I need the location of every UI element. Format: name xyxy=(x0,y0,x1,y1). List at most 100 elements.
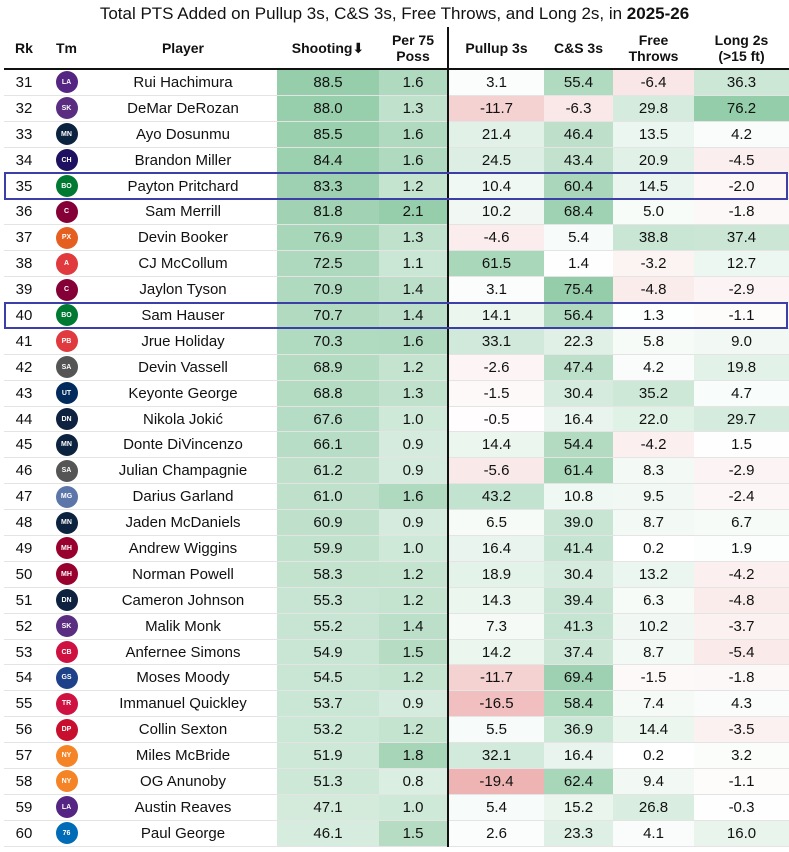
team-logo-icon: LA xyxy=(55,71,78,94)
cell-cs3: 5.4 xyxy=(544,224,613,252)
cell-ft: 6.3 xyxy=(613,587,694,614)
cell-cs3: 55.4 xyxy=(544,69,613,96)
cell-cs3: 23.3 xyxy=(544,820,613,847)
table-row: 40 BO Sam Hauser 70.7 1.4 14.1 56.4 1.3 -1.1 xyxy=(4,302,789,329)
cell-per75: 1.2 xyxy=(379,561,449,588)
cell-ft: -4.2 xyxy=(613,431,694,459)
cell-shooting: 59.9 xyxy=(277,535,379,562)
cell-shooting: 70.9 xyxy=(277,276,379,304)
table-row: 31 LA Rui Hachimura 88.5 1.6 3.1 55.4 -6.4 36.3 xyxy=(4,69,789,96)
cell-long2: -3.5 xyxy=(694,716,789,744)
table-row: 58 NY OG Anunoby 51.3 0.8 -19.4 62.4 9.4 -1.1 xyxy=(4,768,789,795)
cell-rank: 45 xyxy=(4,431,44,459)
cell-team: TR xyxy=(44,690,89,718)
cell-shooting: 61.0 xyxy=(277,483,379,511)
cell-per75: 1.8 xyxy=(379,742,449,770)
table-row: 51 DN Cameron Johnson 55.3 1.2 14.3 39.4 6.3 -4.… xyxy=(4,587,789,614)
cell-pullup3: 7.3 xyxy=(448,613,544,640)
cell-player: Payton Pritchard xyxy=(89,173,277,200)
cell-player: Sam Hauser xyxy=(89,302,277,329)
cell-ft: -6.4 xyxy=(613,69,694,96)
cell-ft: 38.8 xyxy=(613,224,694,252)
cell-cs3: 56.4 xyxy=(544,302,613,329)
cell-rank: 37 xyxy=(4,224,44,252)
cell-per75: 1.3 xyxy=(379,380,449,407)
cell-rank: 58 xyxy=(4,768,44,795)
cell-long2: 16.0 xyxy=(694,820,789,847)
table-row: 56 DP Collin Sexton 53.2 1.2 5.5 36.9 14.4 -3.5 xyxy=(4,716,789,744)
cell-rank: 42 xyxy=(4,354,44,381)
cell-long2: 12.7 xyxy=(694,250,789,278)
cell-rank: 53 xyxy=(4,639,44,666)
cell-cs3: 75.4 xyxy=(544,276,613,304)
cell-shooting: 84.4 xyxy=(277,147,379,174)
cell-rank: 39 xyxy=(4,276,44,304)
table-row: 36 C Sam Merrill 81.8 2.1 10.2 68.4 5.0 -1.8 xyxy=(4,198,789,226)
team-logo-icon: C xyxy=(55,200,78,223)
cell-long2: 1.5 xyxy=(694,431,789,459)
cell-team: NY xyxy=(44,768,89,795)
cell-shooting: 68.8 xyxy=(277,380,379,407)
cell-per75: 1.1 xyxy=(379,250,449,278)
cell-pullup3: 5.5 xyxy=(448,716,544,744)
cell-per75: 1.3 xyxy=(379,224,449,252)
header-per75: Per 75 Poss xyxy=(379,27,449,70)
cell-ft: 10.2 xyxy=(613,613,694,640)
cell-player: Collin Sexton xyxy=(89,716,277,744)
table-row: 44 DN Nikola Jokić 67.6 1.0 -0.5 16.4 22.0 29.7 xyxy=(4,406,789,433)
team-logo-icon: UT xyxy=(55,382,78,405)
team-logo-icon: SA xyxy=(55,356,78,379)
cell-pullup3: -11.7 xyxy=(448,95,544,122)
cell-rank: 44 xyxy=(4,406,44,433)
cell-shooting: 60.9 xyxy=(277,509,379,537)
cell-per75: 0.8 xyxy=(379,768,449,795)
cell-shooting: 55.3 xyxy=(277,587,379,614)
table-row: 60 76 Paul George 46.1 1.5 2.6 23.3 4.1 16.0 xyxy=(4,820,789,847)
cell-shooting: 67.6 xyxy=(277,406,379,433)
cell-pullup3: 24.5 xyxy=(448,147,544,174)
cell-team: GS xyxy=(44,664,89,692)
cell-cs3: 60.4 xyxy=(544,173,613,200)
team-logo-icon: MN xyxy=(55,511,78,534)
cell-cs3: -6.3 xyxy=(544,95,613,122)
header-rk: Rk xyxy=(4,27,44,70)
cell-per75: 1.0 xyxy=(379,535,449,562)
cell-player: Anfernee Simons xyxy=(89,639,277,666)
table-row: 34 CH Brandon Miller 84.4 1.6 24.5 43.4 20.9 -4.… xyxy=(4,147,789,174)
cell-long2: 1.9 xyxy=(694,535,789,562)
header-shooting[interactable]: Shooting⬇ xyxy=(277,27,379,70)
table-row: 55 TR Immanuel Quickley 53.7 0.9 -16.5 58.4 7.4… xyxy=(4,690,789,718)
table-row: 42 SA Devin Vassell 68.9 1.2 -2.6 47.4 4.2 19.8 xyxy=(4,354,789,381)
cell-rank: 49 xyxy=(4,535,44,562)
cell-player: Jaylon Tyson xyxy=(89,276,277,304)
cell-rank: 43 xyxy=(4,380,44,407)
cell-ft: -4.8 xyxy=(613,276,694,304)
cell-ft: 4.2 xyxy=(613,354,694,381)
cell-rank: 54 xyxy=(4,664,44,692)
cell-per75: 1.2 xyxy=(379,664,449,692)
cell-team: CH xyxy=(44,147,89,174)
cell-player: DeMar DeRozan xyxy=(89,95,277,122)
cell-long2: -4.5 xyxy=(694,147,789,174)
cell-ft: -3.2 xyxy=(613,250,694,278)
table-row: 52 SK Malik Monk 55.2 1.4 7.3 41.3 10.2 -3.7 xyxy=(4,613,789,640)
table-row: 57 NY Miles McBride 51.9 1.8 32.1 16.4 0.2 3.2 xyxy=(4,742,789,770)
cell-ft: 8.7 xyxy=(613,639,694,666)
header-ft: Free Throws xyxy=(613,27,694,70)
cell-team: 76 xyxy=(44,820,89,847)
cell-cs3: 1.4 xyxy=(544,250,613,278)
team-logo-icon: SK xyxy=(55,615,78,638)
cell-long2: 36.3 xyxy=(694,69,789,96)
team-logo-icon: SK xyxy=(55,97,78,120)
team-logo-icon: 76 xyxy=(55,822,78,845)
table-row: 45 MN Donte DiVincenzo 66.1 0.9 14.4 54.4 -4.2 1… xyxy=(4,431,789,459)
cell-rank: 33 xyxy=(4,121,44,148)
cell-ft: 35.2 xyxy=(613,380,694,407)
cell-cs3: 41.4 xyxy=(544,535,613,562)
table-row: 49 MH Andrew Wiggins 59.9 1.0 16.4 41.4 0.2 1.9 xyxy=(4,535,789,562)
cell-ft: 26.8 xyxy=(613,794,694,821)
cell-team: MN xyxy=(44,121,89,148)
cell-long2: -2.9 xyxy=(694,276,789,304)
cell-pullup3: -11.7 xyxy=(448,664,544,692)
cell-cs3: 15.2 xyxy=(544,794,613,821)
